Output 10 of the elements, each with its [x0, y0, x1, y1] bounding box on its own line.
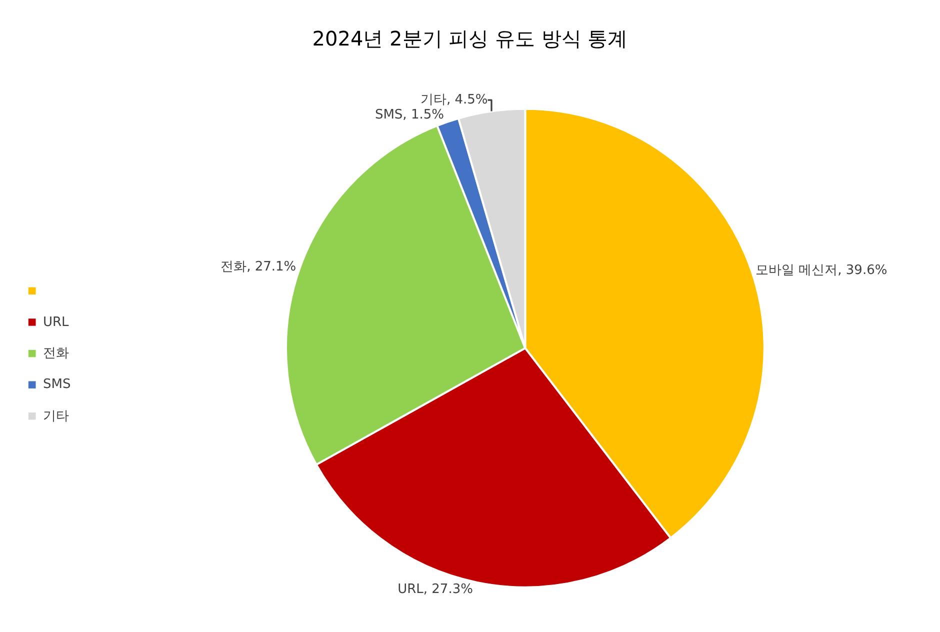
- legend-label: URL: [43, 315, 70, 330]
- legend-label: 기타: [43, 409, 69, 424]
- data-label: SMS, 1.5%: [374, 108, 444, 123]
- legend-label: SMS: [43, 377, 71, 392]
- chart-title: 2024년 2분기 피싱 유도 방식 통계: [312, 26, 628, 51]
- data-label: 기타, 4.5%: [420, 92, 488, 108]
- data-label: URL, 27.3%: [398, 582, 473, 598]
- legend-label: 전화: [43, 346, 69, 361]
- data-label: 모바일 메신저, 39.6%: [755, 263, 888, 278]
- data-label: 전화, 27.1%: [220, 259, 296, 274]
